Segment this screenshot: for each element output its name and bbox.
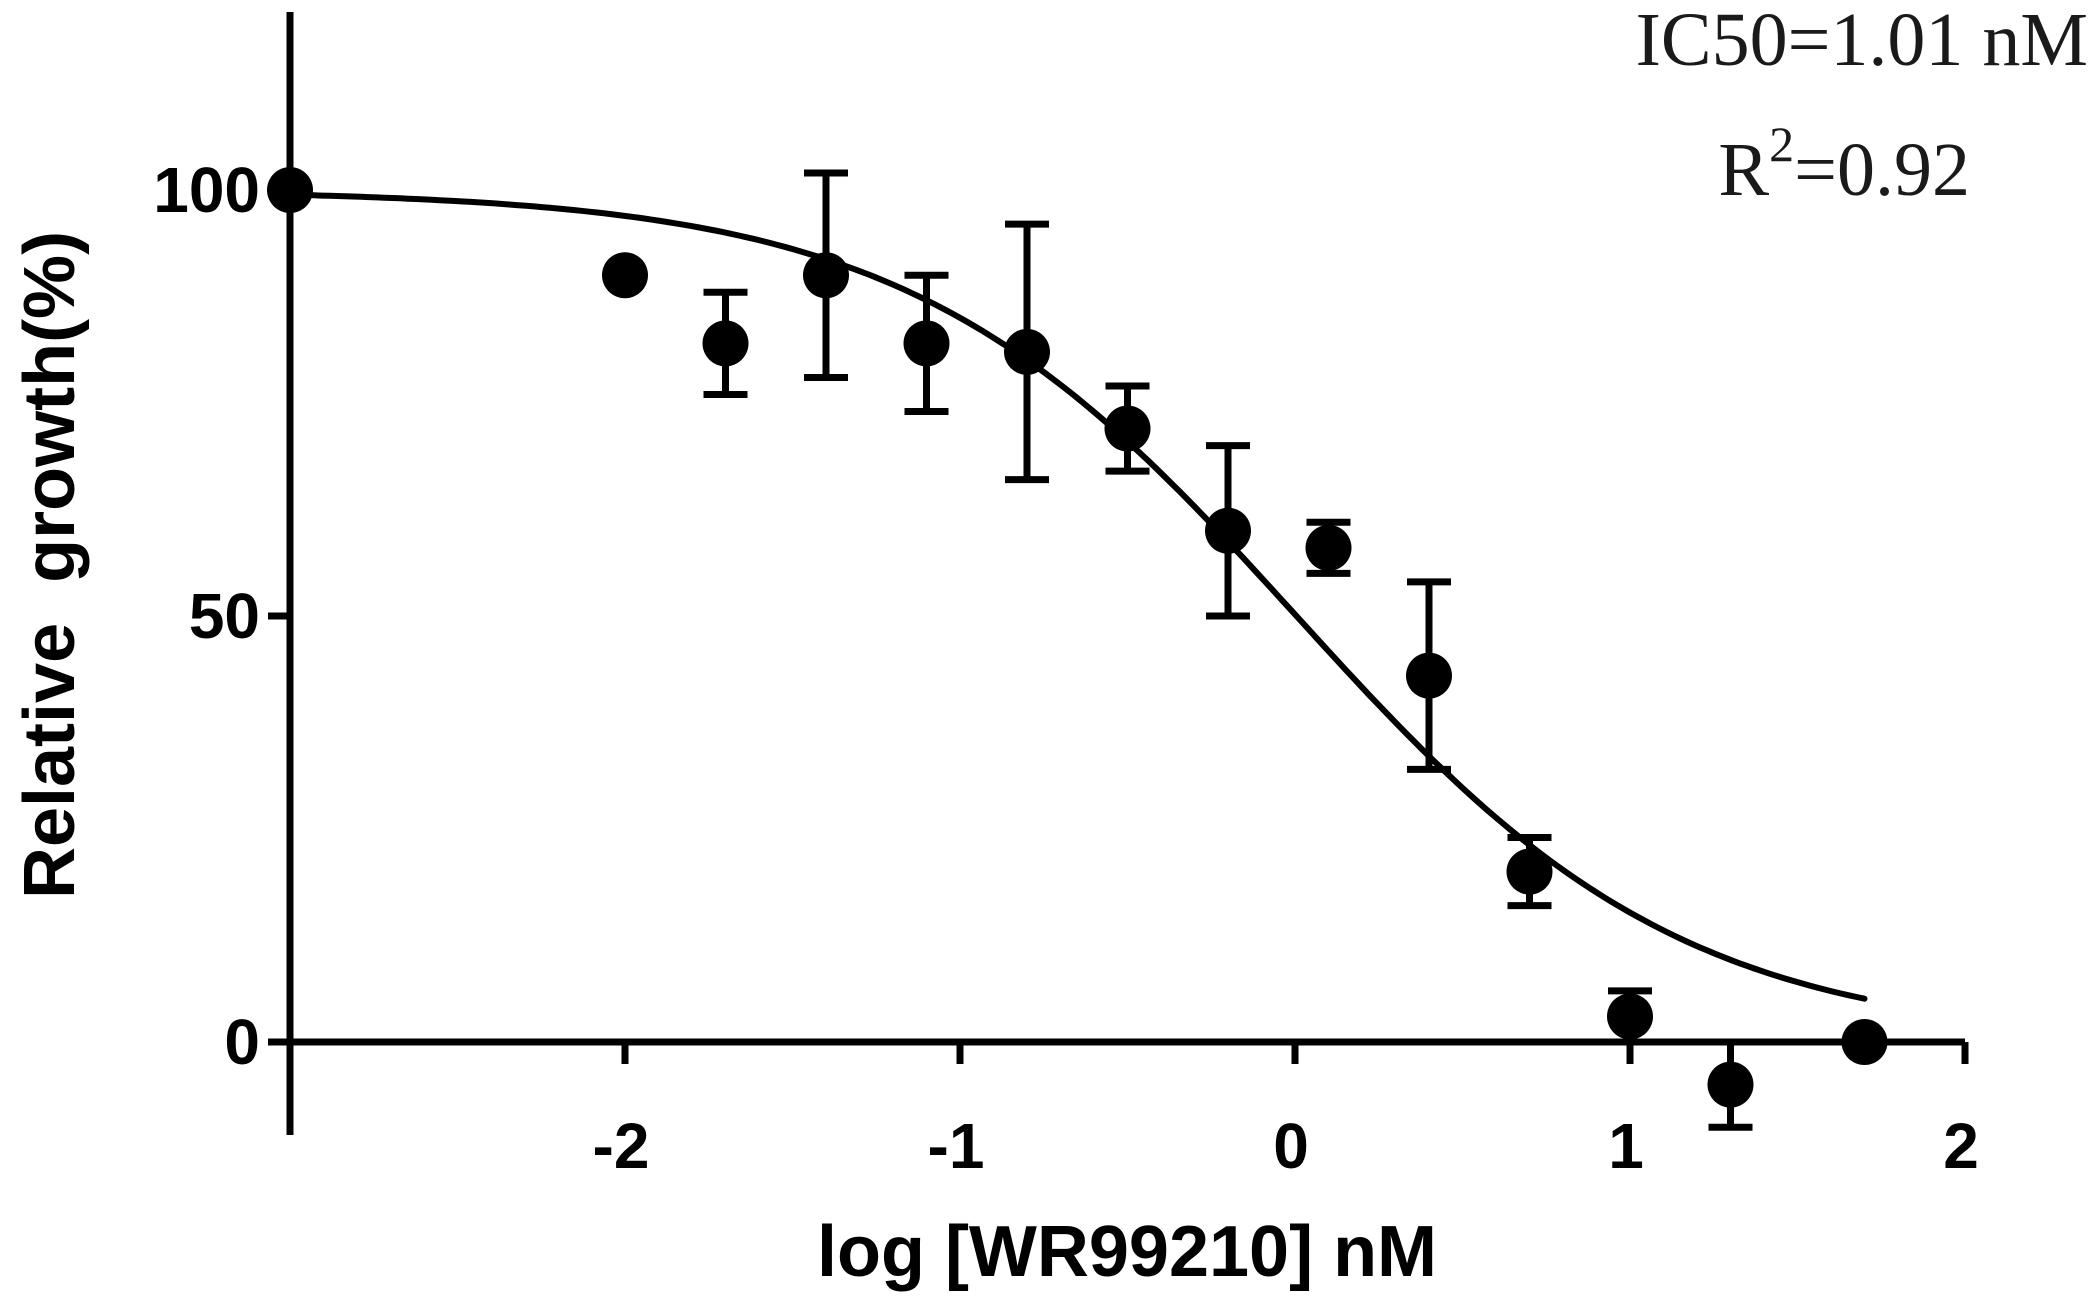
data-point — [702, 320, 749, 367]
y-tick-label: 50 — [189, 580, 260, 652]
ic50-annotation: IC50=1.01 nM — [1636, 0, 2088, 82]
fit-curve-layer — [287, 191, 1868, 1002]
axes — [286, 12, 1965, 1135]
data-point — [803, 252, 849, 299]
data-point — [267, 167, 313, 213]
data-point — [602, 252, 648, 299]
x-axis-title: log [WR99210] nM — [817, 1212, 1437, 1292]
data-point — [1841, 1019, 1888, 1065]
data-point — [1305, 524, 1352, 571]
y-tick-label: 0 — [224, 1006, 260, 1078]
y-axis-title: Relative growth(%) — [10, 231, 90, 899]
r-squared-value: =0.92 — [1794, 128, 1970, 212]
x-ticks: -2 -1 0 1 2 — [593, 1042, 1979, 1182]
data-point — [1506, 848, 1553, 895]
data-point — [1104, 405, 1151, 452]
data-points-layer — [267, 167, 1888, 1108]
error-bars-layer — [703, 169, 1753, 1131]
y-tick-label: 100 — [153, 154, 260, 226]
data-point — [1205, 507, 1251, 554]
x-tick-label: 1 — [1608, 1110, 1644, 1182]
data-point — [1707, 1061, 1754, 1108]
x-tick-label: 0 — [1273, 1110, 1309, 1182]
y-ticks: 0 50 100 — [153, 154, 290, 1078]
data-point — [1406, 652, 1452, 699]
r-squared-superscript: 2 — [1769, 116, 1794, 172]
data-point — [1004, 328, 1050, 375]
x-tick-label: -1 — [928, 1110, 985, 1182]
data-point — [1607, 993, 1653, 1040]
x-tick-label: -2 — [593, 1110, 650, 1182]
fit-curve — [287, 191, 1868, 1002]
x-tick-label: 2 — [1943, 1110, 1979, 1182]
data-point — [903, 320, 950, 367]
r-squared-annotation: R2=0.92 — [1718, 116, 1970, 212]
r-squared-letter: R — [1718, 128, 1769, 212]
